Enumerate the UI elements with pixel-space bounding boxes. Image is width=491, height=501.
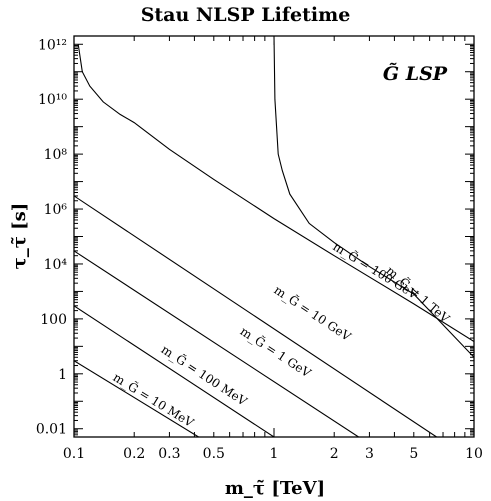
x-axis-label: m_τ̃ [TeV] (225, 478, 325, 499)
series-line-5 (77, 44, 474, 342)
x-tick-label: 0.1 (63, 446, 85, 462)
series-line-3 (74, 250, 359, 437)
series-line-6 (273, 36, 474, 358)
y-tick-label: 10¹⁰ (38, 92, 67, 108)
curve-label-3: m_G̃ = 1 GeV (238, 323, 315, 380)
x-tick-label: 5 (409, 446, 418, 462)
tick-labels-group: 0.1 0.2 0.3 0.5 1 2 3 5 10 0.01 1 100 10⁴ 10⁶ 10⁸ 10¹⁰ 1… (36, 37, 483, 462)
plot-frame (73, 35, 475, 438)
chart-title: Stau NLSP Lifetime (140, 4, 351, 26)
y-tick-label: 10⁸ (44, 147, 68, 163)
y-tick-label: 10⁴ (44, 257, 68, 273)
y-tick-label: 0.01 (36, 422, 67, 438)
y-tick-label: 10⁶ (44, 202, 68, 218)
y-tick-label: 100 (40, 312, 67, 328)
curve-label-2: m_G̃ = 100 MeV (159, 341, 251, 408)
x-tick-label: 10 (465, 446, 483, 462)
curve-label-6: m_G̃ = 1 TeV (383, 263, 453, 326)
series-line-2 (74, 305, 275, 437)
x-tick-label: 0.2 (123, 446, 145, 462)
x-tick-label: 0.3 (158, 446, 180, 462)
x-tick-label: 1 (270, 446, 279, 462)
curves-group (74, 36, 474, 437)
y-axis-label: τ_τ̃ [s] (9, 203, 30, 270)
x-tick-label: 2 (330, 446, 339, 462)
x-tick-label: 3 (365, 446, 374, 462)
y-tick-label: 1 (58, 367, 67, 383)
ticks-group (73, 35, 474, 438)
curve-label-4: m_G̃ = 10 GeV (271, 282, 354, 344)
series-line-4 (74, 195, 437, 437)
gravitino-lsp-annotation: G̃ LSP (383, 63, 448, 85)
x-tick-label: 0.5 (203, 446, 225, 462)
series-line-1 (74, 360, 199, 437)
y-tick-label: 10¹² (38, 37, 67, 53)
